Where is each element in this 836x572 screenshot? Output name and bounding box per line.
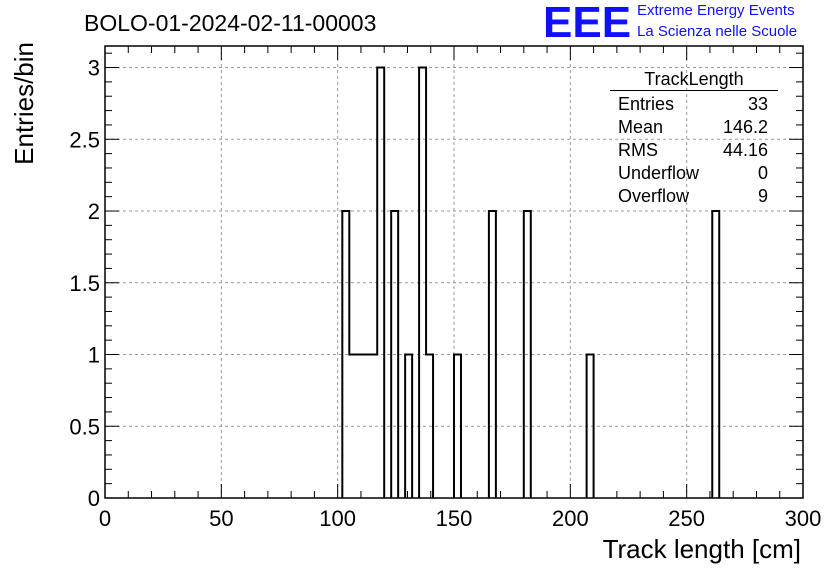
y-tick-label: 2: [88, 199, 100, 224]
x-tick-label: 0: [99, 506, 111, 531]
stats-label: Overflow: [618, 186, 690, 206]
y-axis-label: Entries/bin: [9, 42, 39, 165]
x-tick-label: 50: [209, 506, 233, 531]
stats-value: 0: [757, 163, 768, 183]
run-title: BOLO-01-2024-02-11-00003: [84, 10, 377, 36]
x-tick-label: 150: [436, 506, 473, 531]
stats-value: 9: [757, 186, 768, 206]
stats-row-entries: Entries 33: [610, 93, 778, 116]
stats-label: RMS: [618, 140, 658, 160]
y-tick-label: 2.5: [69, 127, 100, 152]
stats-value: 33: [747, 94, 768, 114]
stats-label: Underflow: [618, 163, 700, 183]
y-tick-label: 3: [88, 56, 100, 81]
stats-row-underflow: Underflow 0: [610, 162, 778, 185]
logo-tagline-2: La Scienza nelle Scuole: [637, 23, 798, 40]
stats-row-rms: RMS 44.16: [610, 139, 778, 162]
histogram-outline: [341, 66, 721, 498]
stats-box: TrackLength Entries 33 Mean 146.2 RMS 44…: [610, 68, 778, 208]
histogram-layer: [341, 66, 721, 498]
stats-row-mean: Mean 146.2: [610, 116, 778, 139]
stats-value: 44.16: [722, 140, 768, 160]
logo-tagline-1: Extreme Energy Events: [637, 2, 795, 19]
tick-layer: 0 50 100 150 200 250 300 0 0.5 1 1.5 2 2.5 3: [69, 46, 821, 531]
stats-title: TrackLength: [610, 68, 778, 91]
x-tick-label: 300: [785, 506, 822, 531]
x-tick-label: 100: [319, 506, 356, 531]
x-tick-label: 200: [552, 506, 589, 531]
x-axis-label: Track length [cm]: [603, 534, 801, 564]
stats-label: Mean: [618, 117, 664, 137]
stats-row-overflow: Overflow 9: [610, 185, 778, 208]
stats-label: Entries: [618, 94, 675, 114]
stats-value: 146.2: [722, 117, 768, 137]
eee-logo-mark: EEE: [543, 0, 632, 47]
y-tick-label: 0.5: [69, 414, 100, 439]
y-tick-label: 0: [88, 486, 100, 511]
y-tick-label: 1.5: [69, 271, 100, 296]
x-tick-label: 250: [668, 506, 705, 531]
y-tick-label: 1: [88, 343, 100, 368]
